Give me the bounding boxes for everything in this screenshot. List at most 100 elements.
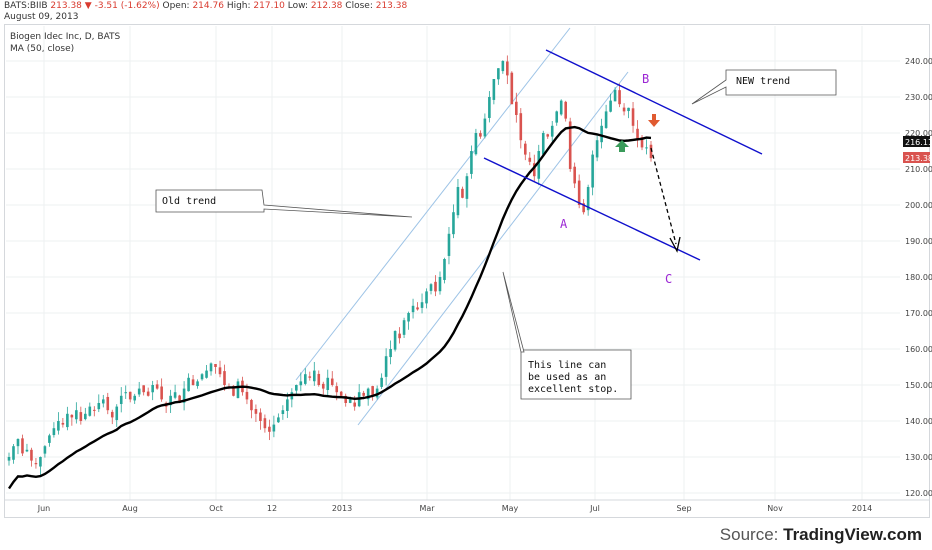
open-value: 214.76 (192, 1, 224, 11)
y-tick-label: 210.00 (905, 165, 932, 174)
candle-body (286, 399, 289, 411)
candle-body (411, 305, 415, 313)
ma-price-tag: 216.11 (903, 136, 932, 147)
x-tick-label: Aug (122, 504, 138, 513)
candle-body (519, 113, 523, 141)
candle-body (344, 395, 348, 403)
candle-body (101, 399, 105, 404)
source-credit: Source: TradingView.com (720, 525, 922, 545)
high-label: High: (226, 1, 251, 11)
last-price-label: 213.38 (905, 154, 932, 163)
candle-body (39, 457, 42, 467)
candle-body (474, 133, 478, 155)
candle-body (295, 385, 298, 391)
y-tick-label: 170.00 (905, 309, 932, 318)
candle-body (447, 233, 451, 256)
candle-body (470, 151, 473, 174)
candle-body (402, 320, 406, 335)
new-trend-callout-box (691, 69, 837, 105)
date-label: August 09, 2013 (4, 12, 79, 22)
x-tick-label: Oct (209, 504, 223, 513)
candle-body (142, 385, 145, 393)
x-tick-label: Nov (767, 504, 783, 513)
candle-body (627, 107, 630, 112)
chart-legend-ma: MA (50, close) (10, 44, 75, 54)
new-trend-label: NEW trend (736, 76, 790, 87)
candle-body (532, 163, 536, 177)
candle-body (506, 61, 509, 76)
candle-body (568, 121, 572, 169)
candle-body (407, 313, 410, 322)
candle-body (541, 133, 545, 155)
last-price-tag: 213.38 (903, 152, 932, 163)
candle-body (326, 377, 330, 391)
candle-body (492, 79, 496, 100)
candle-body (272, 424, 276, 432)
y-tick-label: 160.00 (905, 345, 932, 354)
y-tick-label: 130.00 (905, 453, 932, 462)
candle-body (317, 373, 321, 385)
projection-arrowhead (669, 236, 681, 253)
x-tick-label: Jun (37, 504, 51, 513)
symbol-header: BATS:BIIB 213.38 ▼ -3.51 (-1.62%) Open: … (4, 1, 407, 11)
candle-body (223, 371, 226, 385)
candle-body (48, 435, 51, 443)
point-c-label: C (665, 272, 672, 286)
candle-body (79, 412, 83, 421)
old-trend-callout: Old trend (155, 189, 413, 218)
down-arrow-icon: ▼ (84, 1, 92, 11)
candle-body (613, 89, 617, 102)
candle-body (16, 439, 20, 447)
candles-layer (7, 55, 653, 475)
candle-body (43, 446, 47, 454)
candle-body (353, 402, 356, 407)
orange-down-arrow-icon (648, 114, 660, 127)
candle-body (434, 281, 437, 292)
candle-body (12, 446, 15, 460)
candle-body (389, 349, 392, 358)
chart-frame (4, 24, 930, 518)
y-axis: 120.00 130.00 140.00 150.00 160.00 170.00 180.… (905, 57, 932, 498)
candle-body (461, 188, 464, 198)
candle-body (299, 381, 303, 386)
candle-body (84, 413, 87, 420)
last-price: 213.38 (50, 1, 82, 11)
candle-body (528, 157, 532, 162)
candle-body (339, 391, 343, 396)
candle-body (631, 108, 635, 126)
candle-body (375, 388, 379, 398)
stop-line-3: excellent stop. (528, 384, 618, 395)
candle-body (348, 399, 352, 403)
stop-callout: This line can be used as an excellent st… (502, 271, 632, 400)
candle-body (609, 100, 612, 112)
candle-body (618, 90, 621, 105)
candle-body (277, 417, 280, 423)
ma-price-label: 216.11 (905, 138, 932, 147)
candle-body (622, 107, 626, 112)
candle-body (483, 118, 487, 137)
candle-body (205, 370, 208, 378)
candle-body (232, 385, 235, 396)
candle-body (214, 364, 217, 367)
candle-body (546, 134, 550, 137)
candle-body (645, 147, 648, 149)
candle-body (443, 259, 446, 280)
candle-body (133, 395, 137, 401)
candle-body (304, 374, 307, 384)
new-trend-channel (483, 49, 763, 261)
candle-body (573, 166, 576, 184)
source-prefix: Source: (719, 525, 779, 544)
candle-body (281, 410, 285, 414)
candle-body (582, 203, 585, 213)
y-tick-label: 190.00 (905, 237, 932, 246)
candle-body (160, 386, 163, 400)
candle-body (187, 377, 190, 392)
low-value: 212.38 (310, 1, 343, 11)
candle-body (178, 395, 181, 403)
chart-legend-title: Biogen Idec Inc, D, BATS (10, 32, 121, 42)
candle-body (119, 395, 123, 405)
close-label: Close: (345, 1, 373, 11)
candle-body (106, 396, 110, 411)
candle-body (263, 418, 267, 429)
